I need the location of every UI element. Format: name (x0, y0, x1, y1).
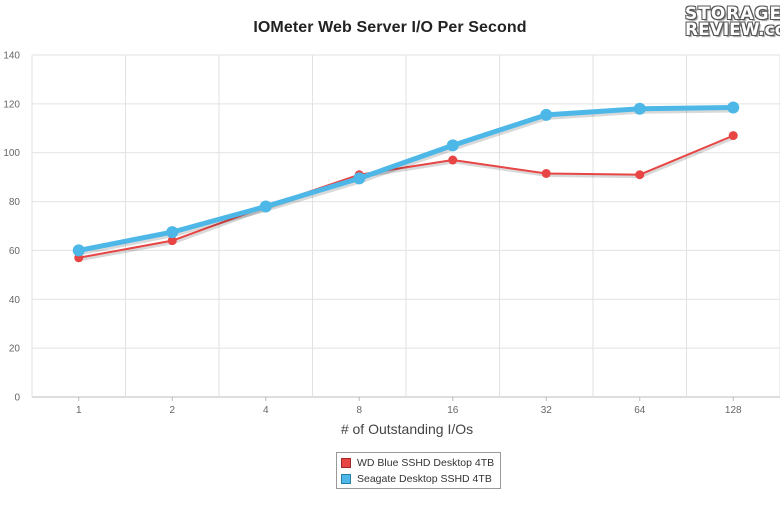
legend-label-wd: WD Blue SSHD Desktop 4TB (357, 457, 495, 469)
y-tick-label: 80 (9, 197, 21, 208)
y-tick-label: 100 (3, 148, 20, 159)
legend-item-wd: WD Blue SSHD Desktop 4TB (341, 455, 496, 471)
data-point (727, 101, 740, 114)
series-0 (74, 131, 738, 263)
y-tick-label: 20 (9, 344, 21, 355)
data-point (540, 108, 553, 121)
data-point (635, 170, 645, 180)
data-point (72, 244, 85, 257)
legend: WD Blue SSHD Desktop 4TB Seagate Desktop… (336, 452, 501, 489)
legend-swatch-seagate (341, 474, 351, 484)
y-tick-label: 60 (9, 246, 21, 257)
y-tick-label: 140 (3, 51, 20, 62)
x-tick-label: 32 (541, 405, 553, 416)
y-tick-label: 120 (3, 99, 20, 110)
x-tick-label: 64 (634, 405, 646, 416)
x-tick-label: 4 (263, 405, 269, 416)
data-point (728, 131, 738, 141)
x-axis-label: # of Outstanding I/Os (341, 421, 473, 437)
data-point (353, 172, 366, 185)
data-point (446, 139, 459, 152)
y-axis-ticks: 0 20 40 60 80 100 120 140 (3, 51, 20, 404)
series-line-shadow (79, 136, 735, 262)
series-line (76, 105, 736, 253)
x-tick-label: 8 (356, 405, 362, 416)
data-point (633, 102, 646, 115)
grid (31, 54, 780, 398)
data-point (166, 226, 179, 239)
x-axis-ticks: 1 2 4 8 16 32 64 128 (76, 397, 742, 416)
legend-swatch-wd (341, 458, 351, 468)
x-tick-label: 1 (76, 405, 82, 416)
x-tick-label: 128 (725, 405, 742, 416)
data-point (448, 155, 458, 165)
logo-line-2: REVIEW.com (685, 20, 780, 40)
legend-label-seagate: Seagate Desktop SSHD 4TB (357, 473, 492, 485)
y-tick-label: 0 (14, 393, 20, 404)
series-1 (72, 101, 740, 257)
data-point (259, 200, 272, 213)
x-tick-label: 2 (169, 405, 175, 416)
series-line (77, 134, 735, 259)
logo-line-1: STORAGE (685, 4, 780, 24)
data-point (541, 168, 551, 178)
x-tick-label: 16 (447, 405, 459, 416)
storagereview-logo: STORAGE REVIEW.com (685, 6, 780, 46)
series-layer (72, 101, 740, 263)
chart-title: IOMeter Web Server I/O Per Second (253, 19, 527, 36)
legend-item-seagate: Seagate Desktop SSHD 4TB (341, 471, 496, 487)
data-point (167, 236, 177, 246)
y-tick-label: 40 (9, 295, 21, 306)
